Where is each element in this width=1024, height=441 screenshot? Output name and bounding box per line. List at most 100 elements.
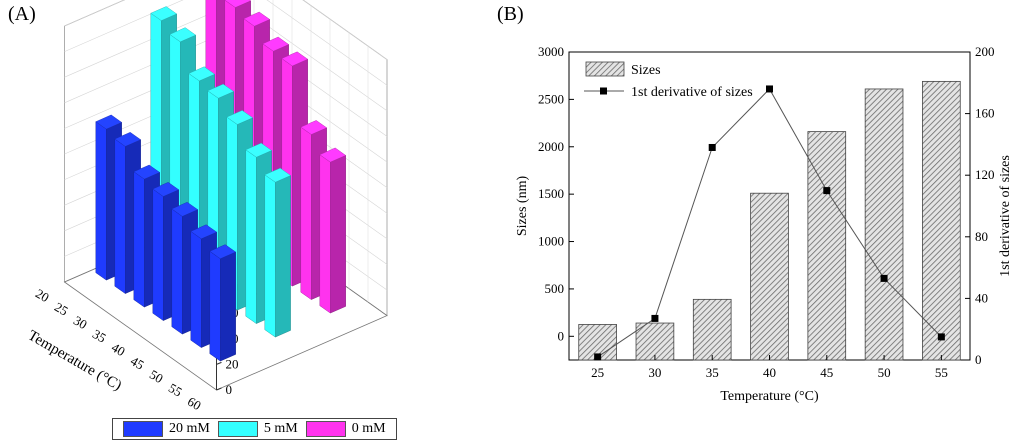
x-tick-label: 35 <box>90 326 109 345</box>
bar-top <box>264 167 292 183</box>
x-tick-label: 50 <box>147 367 166 386</box>
chart-b-bar-line: 0 500 1000 1500 2000 2500 3000 0 40 80 120 160 200 25… <box>515 44 1013 404</box>
legend-item-20mm: 20 mM <box>119 421 210 437</box>
bar-top <box>224 0 252 8</box>
derivative-point-35 <box>708 143 716 151</box>
y2-axis-label: 1st derivative of sizes <box>998 155 1013 277</box>
bar-sizes-55 <box>922 80 961 361</box>
y-tick-label: 2000 <box>538 139 564 154</box>
bar-top <box>226 110 254 125</box>
y2-tick-label: 40 <box>975 290 988 305</box>
bar-top <box>169 27 197 43</box>
y-tick-label: 500 <box>545 281 565 296</box>
x-tick-label: 20 <box>33 286 52 305</box>
bar-top <box>209 244 237 259</box>
bar-top <box>114 132 142 147</box>
legend-label-0mm: 0 mM <box>351 421 386 436</box>
bar-front <box>300 126 312 300</box>
derivative-point-30 <box>651 314 659 322</box>
x-tick-label: 40 <box>763 365 776 380</box>
bar-sizes-30 <box>635 322 675 361</box>
bar-top <box>152 182 180 197</box>
bar-side <box>220 251 236 362</box>
bar-top <box>300 120 328 135</box>
bar-sizes-45 <box>807 131 847 361</box>
bar-0mm-50 <box>319 147 347 314</box>
y-tick-label: 3000 <box>538 44 564 59</box>
y-axis-label: Sizes (nm) <box>515 176 530 237</box>
derivative-point-50 <box>880 274 888 282</box>
x-tick-label: 45 <box>128 353 147 372</box>
bar-top <box>262 36 290 52</box>
bar-front <box>190 231 202 348</box>
chart-b-legend: Sizes 1st derivative of sizes <box>584 61 753 100</box>
legend-label-sizes: Sizes <box>631 63 661 78</box>
bar-side <box>275 175 291 338</box>
bar-top <box>207 83 235 99</box>
y-tick-label: 1000 <box>538 234 564 249</box>
y2-tick-label: 120 <box>975 167 995 182</box>
x-tick-label: 55 <box>166 380 185 399</box>
bar-sizes-40 <box>750 192 789 361</box>
legend-swatch-0mm <box>305 421 346 437</box>
bar-top <box>133 164 161 180</box>
legend-label-20mm: 20 mM <box>169 421 210 436</box>
bar-sizes-35 <box>692 298 732 361</box>
legend-swatch-5mm <box>217 421 258 437</box>
x-tick-label: 30 <box>71 313 90 332</box>
bar-front <box>95 121 107 281</box>
legend-item-0mm: 0 mM <box>302 421 386 437</box>
derivative-point-45 <box>823 187 831 195</box>
bar-sizes-50 <box>864 88 904 361</box>
z-tick <box>216 361 222 365</box>
y2-tick-label: 160 <box>975 106 995 121</box>
bar-top <box>245 142 273 158</box>
bar-front <box>209 250 221 362</box>
x-tick-label: 40 <box>109 340 128 359</box>
legend-label-derivative: 1st derivative of sizes <box>631 85 753 100</box>
bar-top <box>171 201 199 217</box>
bar-top <box>95 114 123 130</box>
derivative-point-55 <box>937 333 945 341</box>
legend-label-5mm: 5 mM <box>263 421 298 436</box>
y2-tick-label: 0 <box>975 352 982 367</box>
bar-top <box>281 51 309 67</box>
bar-top <box>319 147 347 163</box>
y-tick-label: 2500 <box>538 91 564 106</box>
grid-line-z <box>64 0 388 86</box>
x-tick-label: 35 <box>706 365 719 380</box>
bar-top <box>150 6 178 21</box>
x-tick-label: 55 <box>935 365 948 380</box>
y-tick-label: 0 <box>558 328 565 343</box>
z-tick-label: 0 <box>226 382 233 397</box>
panel-b-label: (B) <box>497 3 524 25</box>
bar-top <box>188 66 216 82</box>
bar-front <box>133 171 145 308</box>
legend-swatch-20mm <box>123 421 163 437</box>
bar-20mm-50 <box>209 244 237 362</box>
legend-swatch-sizes <box>585 61 625 77</box>
y2-tick-label: 80 <box>975 229 988 244</box>
x-tick-label: 25 <box>591 365 604 380</box>
grid-line-z <box>64 0 388 60</box>
bar-front <box>319 154 331 314</box>
legend-marker-derivative <box>600 87 607 95</box>
bar-side <box>330 155 346 314</box>
derivative-point-25 <box>594 353 602 361</box>
chart-a-legend: 20 mM 5 mM 0 mM <box>112 418 397 440</box>
bar-5mm-50 <box>264 167 292 338</box>
x-tick-label: 60 <box>185 394 204 413</box>
x-axis-label: Temperature (°C) <box>720 389 819 404</box>
derivative-point-40 <box>766 85 773 93</box>
y2-tick-label: 200 <box>975 44 995 59</box>
x-axis-label: Temperature (°C) <box>25 328 124 395</box>
bar-front <box>152 188 164 321</box>
bar-front <box>114 138 126 294</box>
chart-a-3d-bar: 020406080100120140160180200Size (nm)2025… <box>25 0 388 413</box>
z-tick <box>216 387 222 391</box>
x-tick-label: 30 <box>648 365 661 380</box>
bar-front <box>171 208 183 335</box>
bar-top <box>190 224 218 240</box>
x-tick-label: 45 <box>820 365 833 380</box>
panel-a-label: (A) <box>8 3 36 25</box>
